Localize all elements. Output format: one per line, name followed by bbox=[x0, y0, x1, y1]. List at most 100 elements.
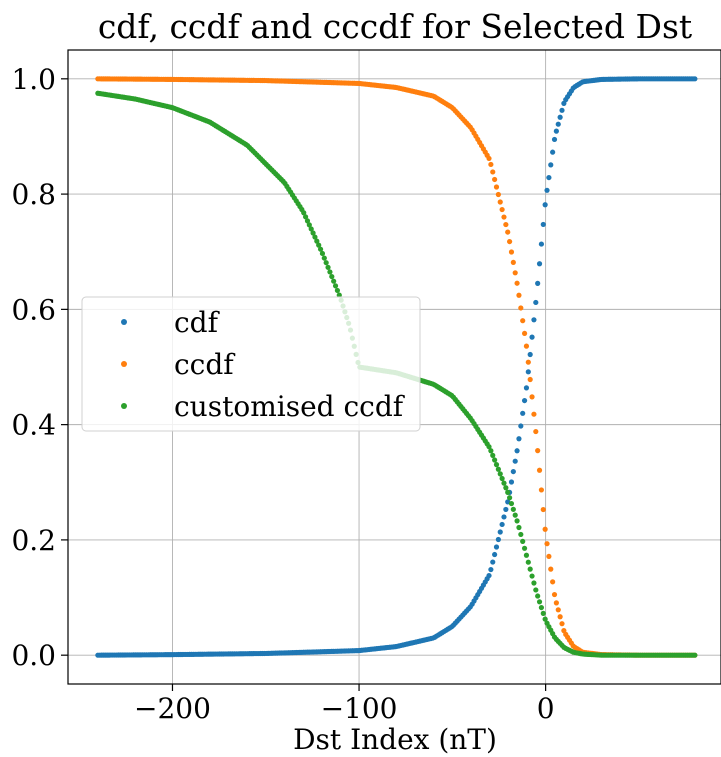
data-point bbox=[540, 610, 546, 616]
data-point bbox=[499, 475, 505, 482]
data-point bbox=[490, 452, 496, 458]
data-point bbox=[518, 305, 524, 311]
data-point bbox=[540, 221, 546, 228]
data-point bbox=[507, 495, 513, 501]
data-point bbox=[490, 559, 496, 565]
data-point bbox=[525, 369, 531, 375]
data-point bbox=[512, 512, 518, 518]
data-point bbox=[488, 161, 494, 168]
data-point bbox=[527, 351, 533, 358]
data-point bbox=[536, 599, 543, 605]
legend-label: ccdf bbox=[174, 348, 236, 381]
chart-title: cdf, ccdf and cccdf for Selected Dst bbox=[98, 7, 692, 46]
y-tick-label: 0.4 bbox=[11, 409, 56, 442]
data-point bbox=[334, 287, 341, 294]
data-point bbox=[557, 114, 563, 120]
data-point bbox=[302, 214, 309, 220]
x-tick-label: −200 bbox=[134, 692, 211, 725]
data-point bbox=[523, 552, 530, 558]
data-point bbox=[497, 529, 503, 535]
data-point bbox=[523, 385, 530, 391]
data-point bbox=[306, 222, 312, 228]
data-point bbox=[493, 544, 500, 550]
data-point bbox=[510, 506, 516, 512]
x-tick-label: −100 bbox=[321, 692, 398, 725]
data-point bbox=[505, 489, 511, 495]
data-point bbox=[533, 428, 539, 435]
data-point bbox=[319, 250, 326, 257]
data-point bbox=[533, 299, 539, 306]
data-point bbox=[314, 238, 320, 244]
data-point bbox=[521, 330, 528, 337]
data-point bbox=[525, 559, 531, 565]
data-point bbox=[550, 579, 556, 585]
data-point bbox=[508, 249, 515, 255]
data-point bbox=[325, 264, 331, 270]
data-point bbox=[514, 518, 520, 524]
data-point bbox=[527, 376, 533, 383]
data-point bbox=[486, 444, 492, 450]
data-point bbox=[555, 607, 561, 613]
x-tick-label: 0 bbox=[537, 692, 555, 725]
data-point bbox=[508, 479, 515, 485]
data-point bbox=[542, 202, 548, 208]
y-tick-label: 0.0 bbox=[11, 639, 56, 672]
data-point bbox=[540, 506, 546, 513]
data-point bbox=[529, 394, 535, 400]
data-point bbox=[542, 526, 548, 532]
data-point bbox=[488, 448, 494, 454]
data-point bbox=[507, 238, 513, 245]
data-point bbox=[521, 545, 528, 551]
data-point bbox=[501, 480, 507, 486]
data-point bbox=[692, 76, 698, 82]
data-point bbox=[493, 184, 500, 190]
data-point bbox=[538, 241, 545, 247]
legend-label: customised ccdf bbox=[174, 390, 406, 423]
data-point bbox=[503, 506, 509, 513]
data-point bbox=[497, 199, 503, 205]
data-point bbox=[510, 259, 516, 266]
data-point bbox=[525, 359, 531, 365]
data-point bbox=[518, 423, 524, 429]
data-point bbox=[544, 187, 550, 193]
data-point bbox=[304, 218, 311, 224]
data-point bbox=[327, 269, 333, 275]
data-point bbox=[516, 436, 522, 442]
data-point bbox=[488, 566, 494, 573]
legend-box bbox=[81, 296, 421, 432]
data-point bbox=[548, 162, 554, 168]
y-tick-label: 1.0 bbox=[11, 63, 56, 96]
data-point bbox=[512, 270, 518, 276]
data-point bbox=[490, 169, 496, 175]
legend-label: cdf bbox=[174, 306, 221, 339]
data-point bbox=[503, 221, 509, 228]
data-point bbox=[495, 536, 501, 543]
data-point bbox=[521, 397, 528, 404]
data-point bbox=[516, 292, 522, 298]
data-point bbox=[538, 487, 545, 493]
data-point bbox=[548, 566, 554, 572]
data-point bbox=[536, 467, 543, 473]
data-point bbox=[518, 531, 524, 538]
data-point bbox=[557, 614, 563, 620]
data-point bbox=[536, 261, 543, 267]
data-point bbox=[510, 468, 516, 475]
data-point bbox=[499, 206, 505, 213]
data-point bbox=[492, 551, 498, 558]
data-point bbox=[529, 573, 535, 579]
data-point bbox=[523, 343, 530, 349]
data-point bbox=[531, 580, 537, 586]
data-point bbox=[529, 334, 535, 340]
data-point bbox=[546, 553, 552, 560]
data-point bbox=[520, 318, 526, 324]
data-point bbox=[505, 229, 511, 235]
data-point bbox=[301, 210, 307, 216]
data-point bbox=[555, 121, 561, 127]
data-point bbox=[493, 462, 500, 468]
data-point bbox=[501, 214, 507, 220]
plot-frame bbox=[67, 49, 721, 685]
data-point bbox=[336, 292, 342, 298]
data-point bbox=[535, 448, 541, 454]
data-point bbox=[551, 136, 558, 143]
data-point bbox=[499, 521, 505, 528]
